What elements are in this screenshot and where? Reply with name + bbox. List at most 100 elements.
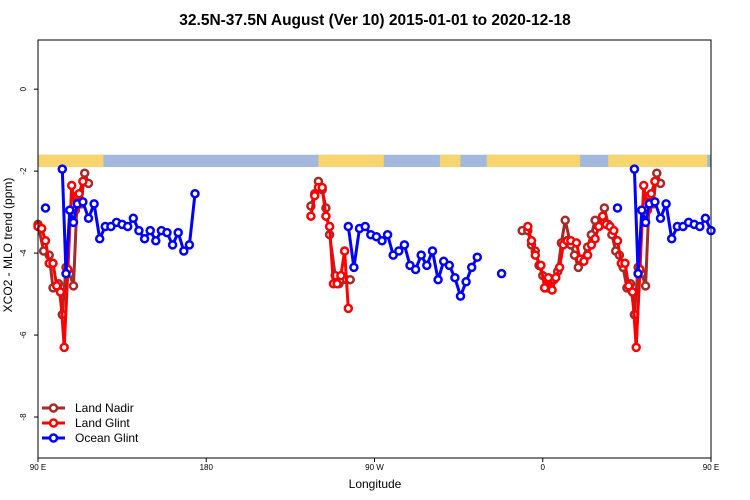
- ocean-glint-point: [427, 246, 438, 256]
- series-layer: [33, 164, 716, 353]
- ocean-glint-point: [349, 262, 359, 273]
- ocean-glint-point: [128, 213, 139, 224]
- ocean-glint-point: [466, 262, 477, 273]
- legend-label: Land Glint: [75, 416, 130, 430]
- ocean-glint-point: [629, 164, 640, 174]
- ocean-glint-point: [666, 234, 677, 244]
- land-glint-point: [597, 211, 608, 221]
- land-glint-point: [582, 250, 593, 260]
- ocean-glint-point: [57, 164, 68, 174]
- land-glint-point: [590, 234, 600, 244]
- ocean-glint-point: [444, 260, 455, 271]
- land-glint-point: [612, 236, 623, 246]
- land-segment: [608, 154, 708, 168]
- land-glint-point: [36, 223, 47, 234]
- land-nadir-point: [79, 168, 90, 178]
- land-glint-point: [48, 258, 58, 269]
- x-tick-label: 90 E: [703, 463, 719, 472]
- land-glint-point: [650, 176, 660, 187]
- land-glint-point: [543, 272, 554, 283]
- series-ocean-glint: [40, 164, 716, 301]
- ocean-glint-point: [184, 240, 195, 250]
- land-glint-point: [343, 303, 354, 314]
- plot-frame: [37, 39, 712, 459]
- axes: 90 E 180 90 W 0 90 E 0 -2 -4 -6 -8: [19, 86, 719, 472]
- land-glint-point: [40, 236, 51, 246]
- land-glint-point: [536, 260, 546, 271]
- land-glint-point: [74, 188, 84, 199]
- land-glint-point: [594, 221, 604, 232]
- land-glint-point: [321, 211, 331, 221]
- ocean-glint-point: [633, 268, 643, 279]
- legend-swatch-marker: [48, 433, 59, 443]
- ocean-glint-point: [40, 203, 51, 213]
- land-glint-point: [306, 211, 316, 221]
- land-nadir-point: [640, 281, 651, 291]
- ocean-glint-point: [190, 188, 200, 199]
- land-glint-point: [551, 272, 561, 283]
- ocean-glint-point: [461, 277, 471, 287]
- y-tick-label: -2: [19, 167, 28, 175]
- ocean-glint-point: [343, 221, 354, 232]
- ocean-glint-point: [433, 274, 443, 285]
- land-glint-point: [78, 176, 88, 187]
- land-glint-point: [638, 180, 649, 191]
- land-glint-point: [324, 221, 335, 232]
- land-segment: [486, 154, 581, 168]
- y-axis-label: XCO2 - MLO trend (ppm): [1, 178, 15, 313]
- ocean-glint-point: [134, 225, 144, 236]
- ocean-glint-point: [122, 221, 133, 232]
- ocean-glint-point: [612, 203, 623, 213]
- legend-label: Ocean Glint: [75, 431, 139, 445]
- x-tick-label: 0: [541, 463, 546, 472]
- land-glint-point: [59, 342, 69, 353]
- ocean-glint-point: [637, 205, 647, 215]
- x-tick-label: 90 E: [30, 463, 46, 472]
- y-tick-label: -6: [19, 331, 28, 339]
- land-glint-point: [620, 258, 630, 269]
- land-segment: [38, 154, 104, 168]
- ocean-glint-point: [377, 236, 387, 246]
- ocean-glint-point: [410, 264, 421, 275]
- legend-item-ocean-glint: Ocean Glint: [42, 431, 139, 445]
- land-glint-point: [609, 225, 619, 236]
- land-glint-point: [530, 250, 541, 260]
- legend-swatch-marker: [48, 418, 59, 428]
- land-nadir-point: [599, 203, 610, 213]
- series-land-glint: [33, 176, 660, 353]
- ocean-glint-point: [422, 260, 432, 271]
- land-segment: [439, 154, 461, 168]
- ocean-glint-point: [455, 291, 466, 301]
- ocean-glint-point: [472, 252, 483, 262]
- land-glint-point: [336, 270, 346, 281]
- land-glint-point: [523, 221, 533, 232]
- ocean-glint-point: [450, 272, 460, 283]
- land-glint-point: [627, 287, 638, 297]
- legend-item-land-nadir: Land Nadir: [42, 401, 134, 415]
- ocean-glint-point: [89, 199, 99, 209]
- land-glint-point: [309, 190, 320, 201]
- land-glint-point: [646, 188, 656, 199]
- legend-label: Land Nadir: [75, 401, 134, 415]
- land-nadir-point: [68, 281, 79, 291]
- land-glint-point: [55, 287, 66, 297]
- ocean-glint-point: [139, 234, 150, 244]
- ocean-glint-point: [695, 221, 705, 232]
- land-glint-point: [539, 283, 550, 293]
- ocean-glint-point: [173, 227, 183, 238]
- y-tick-label: -8: [19, 413, 28, 421]
- ocean-glint-point: [94, 234, 105, 244]
- ocean-glint-point: [655, 213, 666, 224]
- land-glint-point: [66, 180, 77, 191]
- ocean-glint-point: [416, 250, 426, 260]
- ocean-glint-point: [145, 225, 155, 236]
- ocean-glint-point: [399, 240, 410, 250]
- x-axis-label: Longitude: [349, 477, 402, 491]
- y-tick-label: 0: [19, 86, 28, 91]
- legend-item-land-glint: Land Glint: [42, 416, 130, 430]
- land-nadir-point: [573, 262, 584, 273]
- land-glint-point: [339, 246, 350, 256]
- ocean-glint-point: [179, 246, 189, 256]
- ocean-glint-point: [496, 268, 507, 279]
